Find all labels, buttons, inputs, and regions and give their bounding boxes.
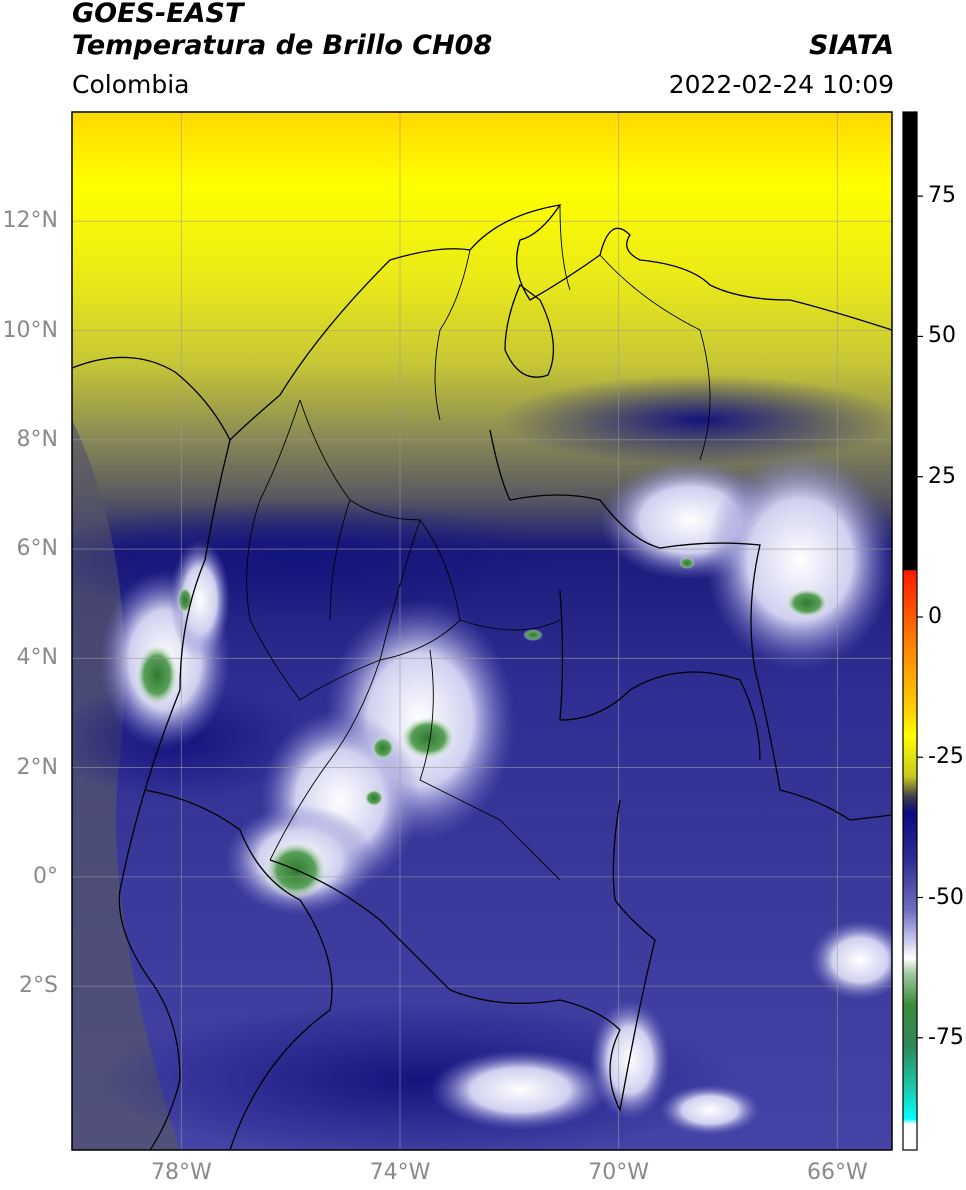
caribbean-coastline — [72, 204, 892, 442]
latitude-tick-label: 6°N — [16, 536, 58, 562]
venezuela-states — [434, 204, 711, 461]
department-boundaries — [246, 399, 561, 881]
boundaries — [72, 204, 892, 1150]
brand-label: SIATA — [808, 30, 894, 61]
region-label: Colombia — [72, 70, 190, 99]
brightness-temperature-field — [72, 112, 892, 1150]
latitude-tick-label: 2°S — [19, 973, 58, 999]
colorbar-tick-label: -50 — [928, 884, 964, 910]
colorbar — [902, 111, 918, 1151]
colorbar-tick-label: -75 — [928, 1024, 964, 1050]
graticule — [72, 112, 892, 1150]
colorbar-tick-label: 50 — [928, 323, 956, 349]
colombia-border-east — [489, 429, 892, 821]
latitude-tick-label: 10°N — [2, 317, 58, 343]
map-frame — [71, 111, 893, 1151]
ecuador-peru-border — [144, 789, 333, 1150]
latitude-tick-label: 2°N — [16, 754, 58, 780]
map-title-product: Temperatura de Brillo CH08 — [72, 30, 493, 61]
longitude-tick-label: 70°W — [588, 1160, 650, 1185]
latitude-tick-label: 8°N — [16, 426, 58, 452]
timestamp-label: 2022-02-24 10:09 — [668, 70, 894, 99]
venezuela-brazil-border — [559, 589, 761, 761]
colorbar-tick-label: -25 — [928, 744, 964, 770]
latitude-tick-label: 12°N — [2, 208, 58, 234]
maracaibo-lake — [504, 283, 554, 378]
latitude-tick-label: 0° — [33, 863, 58, 889]
colorbar-ticks — [917, 195, 923, 1039]
colombia-border-south — [269, 799, 656, 1113]
longitude-tick-label: 78°W — [150, 1160, 212, 1185]
map-title-satellite: GOES-EAST — [72, 0, 244, 29]
latitude-tick-label: 4°N — [16, 645, 58, 671]
pacific-coastline — [118, 439, 231, 1150]
colorbar-tick-label: 0 — [928, 603, 942, 629]
longitude-tick-label: 74°W — [369, 1160, 431, 1185]
colorbar-tick-label: 75 — [928, 183, 956, 209]
colorbar-tick-label: 25 — [928, 463, 956, 489]
longitude-tick-label: 66°W — [806, 1160, 868, 1185]
